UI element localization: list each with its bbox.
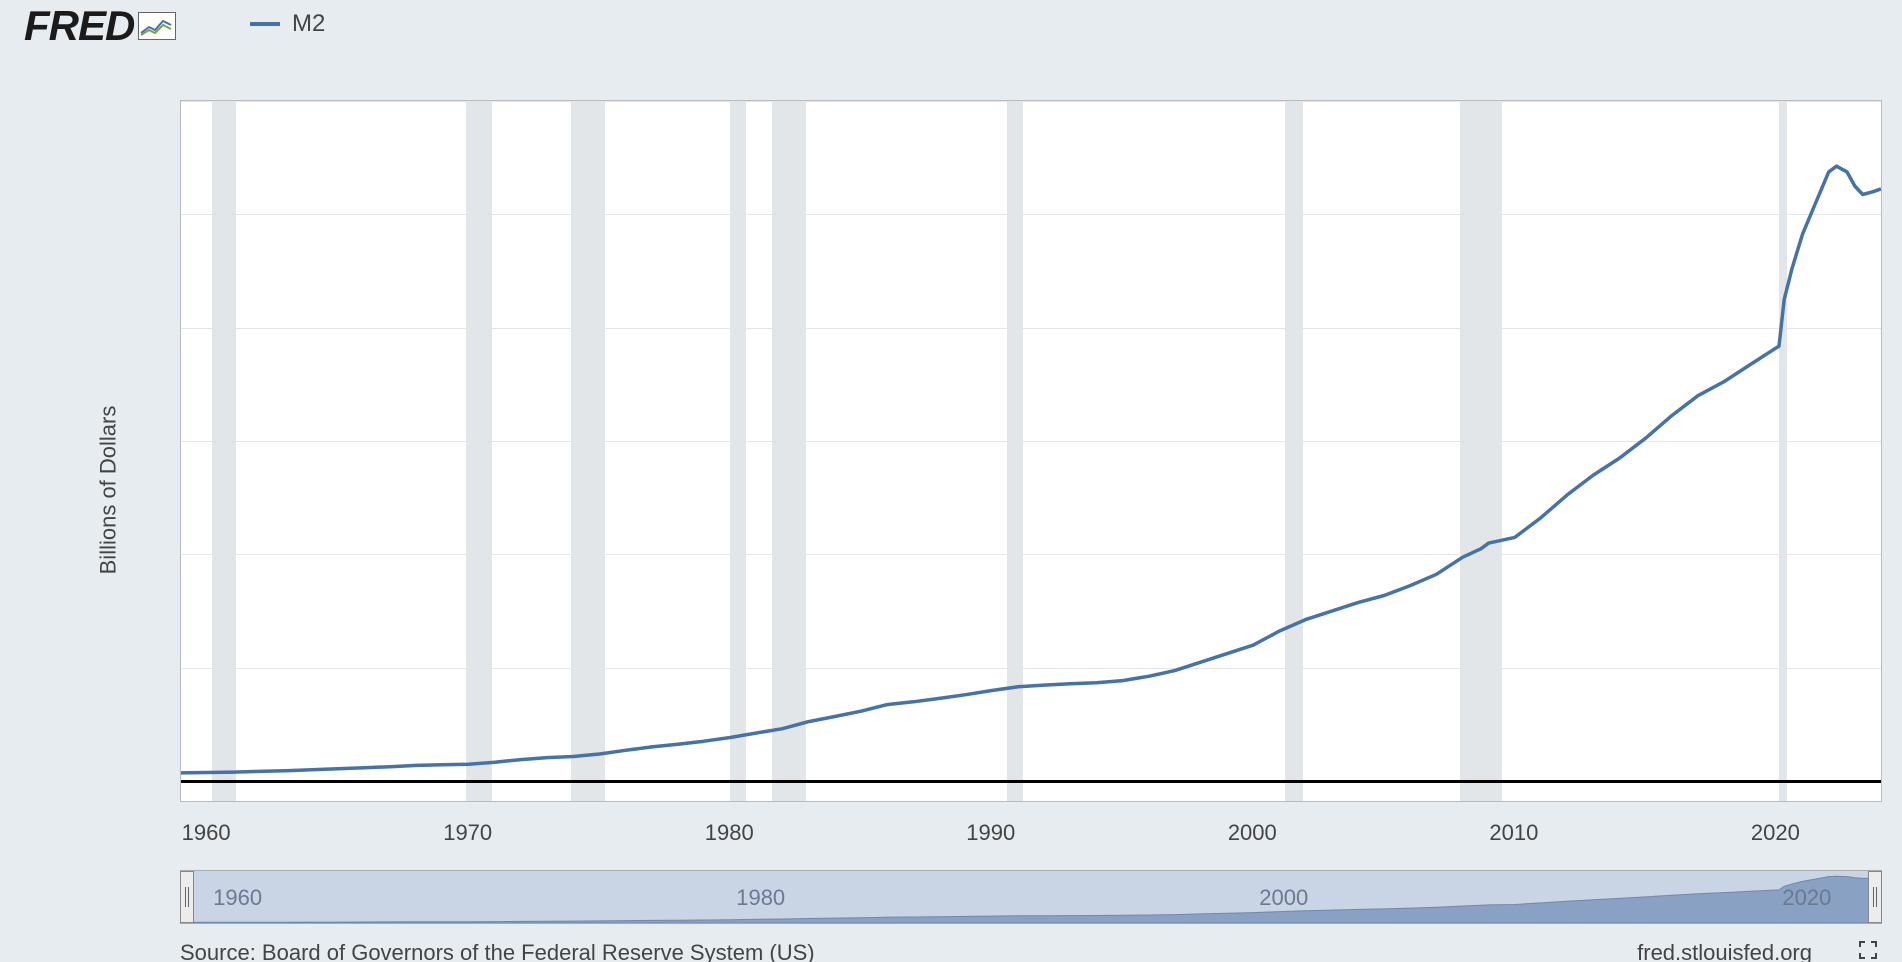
x-tick-label: 2010	[1489, 820, 1538, 846]
legend-label: M2	[292, 10, 325, 38]
range-navigator[interactable]: 1960 1980 2000 2020	[180, 870, 1882, 924]
chart-container: FRED M2 Billions of Dollars 04,0008,0001…	[0, 0, 1902, 962]
x-tick-label: 1960	[182, 820, 231, 846]
x-tick-label: 1970	[443, 820, 492, 846]
source-text: Source: Board of Governors of the Federa…	[180, 940, 815, 962]
chart-plot-area[interactable]	[180, 100, 1882, 802]
navigator-tick-label: 2000	[1259, 885, 1308, 911]
x-tick-label: 1980	[705, 820, 754, 846]
fred-logo[interactable]: FRED	[24, 2, 176, 50]
navigator-tick-label: 1980	[736, 885, 785, 911]
logo-chart-icon	[138, 12, 176, 40]
navigator-tick-label: 2020	[1782, 885, 1831, 911]
fullscreen-icon	[1856, 938, 1880, 962]
y-axis-title: Billions of Dollars	[95, 406, 121, 575]
logo-text: FRED	[24, 2, 134, 50]
legend-swatch	[250, 22, 280, 26]
navigator-selection[interactable]	[181, 871, 1881, 923]
x-tick-label: 2000	[1228, 820, 1277, 846]
navigator-handle-right[interactable]	[1868, 871, 1882, 923]
x-tick-label: 2020	[1751, 820, 1800, 846]
navigator-tick-label: 1960	[213, 885, 262, 911]
navigator-handle-left[interactable]	[180, 871, 194, 923]
legend[interactable]: M2	[250, 10, 325, 38]
series-line	[181, 101, 1881, 801]
x-tick-label: 1990	[966, 820, 1015, 846]
attribution-text: fred.stlouisfed.org	[1637, 940, 1812, 962]
fullscreen-button[interactable]	[1856, 938, 1880, 962]
